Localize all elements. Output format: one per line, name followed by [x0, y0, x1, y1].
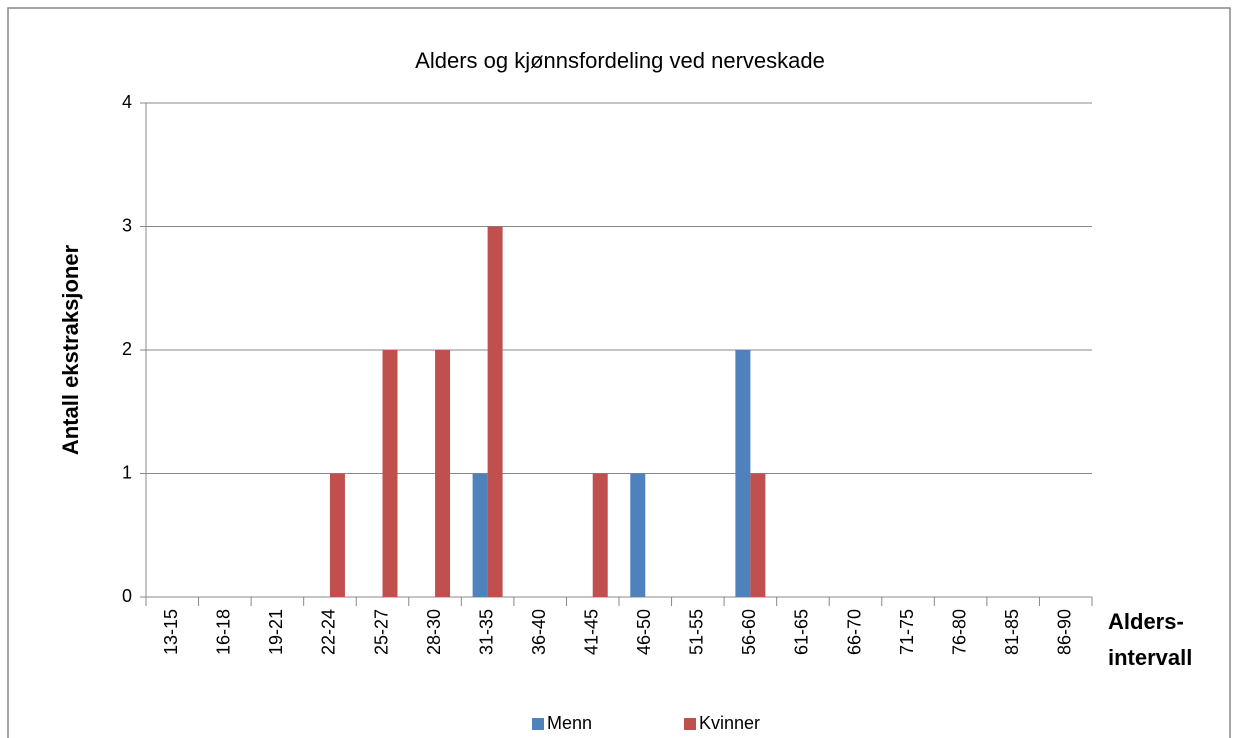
- legend-label: Kvinner: [699, 713, 760, 733]
- x-tick-label: 16-18: [214, 609, 234, 655]
- x-tick-label: 25-27: [371, 609, 391, 655]
- x-tick-label: 31-35: [476, 609, 496, 655]
- x-axis-label: Alders-: [1108, 609, 1184, 634]
- x-tick-label: 46-50: [634, 609, 654, 655]
- chart-frame: [7, 7, 1231, 738]
- bar: [472, 473, 488, 597]
- x-tick-label: 41-45: [581, 609, 601, 655]
- chart-title: Alders og kjønnsfordeling ved nerveskade: [415, 48, 825, 73]
- x-tick-label: 71-75: [897, 609, 917, 655]
- x-tick-label: 28-30: [424, 609, 444, 655]
- bar: [735, 350, 751, 597]
- y-tick-label: 0: [122, 586, 132, 606]
- x-axis-label: intervall: [1108, 645, 1192, 670]
- x-tick-label: 56-60: [739, 609, 759, 655]
- bar: [750, 473, 766, 597]
- x-tick-label: 61-65: [792, 609, 812, 655]
- bar: [630, 473, 646, 597]
- x-tick-label: 19-21: [266, 609, 286, 655]
- x-tick-label: 66-70: [844, 609, 864, 655]
- x-tick-label: 13-15: [161, 609, 181, 655]
- y-tick-label: 2: [122, 339, 132, 359]
- y-tick-label: 1: [122, 462, 132, 482]
- x-tick-label: 36-40: [529, 609, 549, 655]
- x-tick-label: 22-24: [319, 609, 339, 655]
- y-axis-label: Antall ekstraksjoner: [58, 244, 83, 455]
- y-tick-label: 4: [122, 92, 132, 112]
- legend-label: Menn: [547, 713, 592, 733]
- x-tick-label: 51-55: [687, 609, 707, 655]
- legend-swatch: [684, 718, 696, 730]
- x-tick-label: 86-90: [1054, 609, 1074, 655]
- x-tick-label: 76-80: [949, 609, 969, 655]
- bar: [592, 473, 608, 597]
- y-tick-label: 3: [122, 215, 132, 235]
- bar: [382, 350, 398, 597]
- x-tick-label: 81-85: [1002, 609, 1022, 655]
- legend-swatch: [532, 718, 544, 730]
- bar: [435, 350, 451, 597]
- bar: [487, 226, 503, 597]
- bar: [329, 473, 345, 597]
